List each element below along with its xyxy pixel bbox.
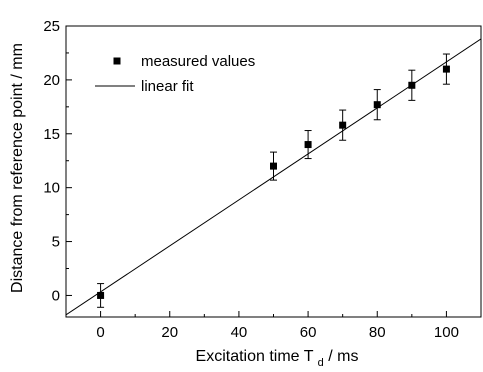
x-tick-label: 100: [434, 324, 459, 341]
point-marker: [408, 81, 416, 89]
y-tick-label: 10: [43, 180, 60, 197]
data-point: [373, 89, 381, 121]
y-tick-label: 20: [43, 72, 60, 89]
legend-label-measured: measured values: [141, 53, 255, 70]
legend: measured values linear fit: [95, 53, 255, 95]
point-marker: [270, 162, 277, 170]
plot-area: [66, 38, 481, 316]
y-axis-title: Distance from reference point / mm: [9, 43, 26, 293]
point-marker: [97, 291, 105, 299]
x-tick-label: 60: [300, 324, 317, 341]
axes: 0 20 40 60 80 100 0 5 10 15 20 25: [43, 18, 482, 341]
y-tick-label: 0: [52, 287, 60, 304]
x-axis-title-subscript: d: [318, 357, 324, 369]
x-tick-label: 80: [369, 324, 386, 341]
point-marker: [442, 65, 450, 73]
point-marker: [339, 121, 347, 129]
x-axis-title-unit: / ms: [328, 348, 358, 365]
x-tick-label: 20: [161, 324, 178, 341]
x-axis-title-main: Excitation time T: [196, 348, 314, 365]
x-tick-label: 40: [231, 324, 248, 341]
x-tick-label: 0: [96, 324, 104, 341]
x-axis-title: Excitation time T d / ms: [196, 348, 359, 370]
data-point: [339, 109, 347, 141]
plot-content: [66, 38, 481, 316]
legend-label-fit: linear fit: [141, 78, 194, 95]
point-marker: [373, 101, 381, 109]
data-point: [97, 283, 105, 308]
point-marker: [304, 141, 312, 149]
y-tick-label: 25: [43, 18, 60, 35]
data-point: [408, 69, 416, 101]
legend-marker-measured: [113, 57, 121, 65]
y-tick-label: 5: [52, 234, 60, 251]
data-point: [304, 130, 312, 160]
data-point: [270, 151, 277, 181]
y-tick-label: 15: [43, 126, 60, 143]
data-point: [442, 53, 450, 85]
